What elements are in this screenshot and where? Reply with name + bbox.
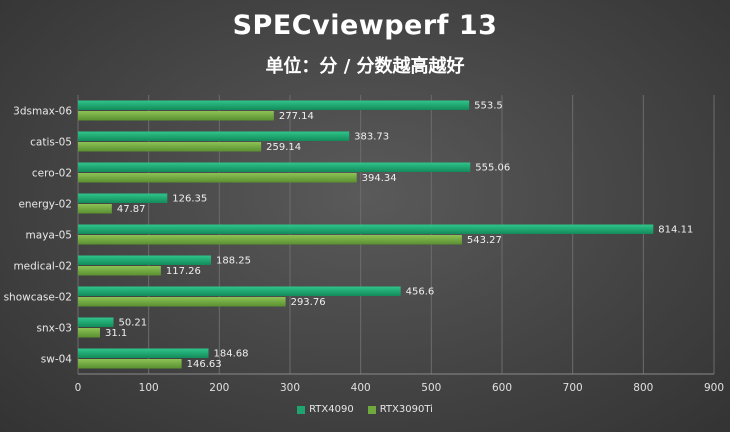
bar-rtx4090-energy-02 [78,193,168,203]
category-label-medical-02: medical-02 [13,261,72,273]
value-label-rtx3090ti-maya-05: 543.27 [467,235,502,246]
bar-rtx3090ti-energy-02 [78,204,112,214]
legend-label-rtx3090ti: RTX3090Ti [379,404,433,415]
value-label-rtx4090-3dsmax-06: 553.5 [474,101,503,112]
value-label-rtx4090-cero-02: 555.06 [475,163,510,174]
legend-label-rtx4090: RTX4090 [309,404,354,415]
value-label-rtx4090-sw-04: 184.68 [214,349,249,360]
category-label-energy-02: energy-02 [18,199,72,211]
legend-swatch-rtx4090 [297,405,306,414]
value-label-rtx4090-snx-03: 50.21 [118,318,147,329]
value-label-rtx3090ti-energy-02: 47.87 [117,204,146,215]
bar-rtx3090ti-maya-05 [78,235,462,245]
bar-rtx3090ti-catis-05 [78,142,262,152]
bar-rtx4090-cero-02 [78,162,471,172]
value-label-rtx3090ti-snx-03: 31.1 [105,328,127,339]
value-label-rtx4090-catis-05: 383.73 [354,132,389,143]
category-label-3dsmax-06: 3dsmax-06 [13,106,72,118]
legend-item-rtx4090: RTX4090 [297,404,354,415]
value-label-rtx4090-showcase-02: 456.6 [406,287,435,298]
x-tick-label-700: 700 [563,382,583,394]
category-label-sw-04: sw-04 [41,354,73,366]
x-tick-label-100: 100 [139,382,159,394]
category-label-snx-03: snx-03 [37,323,73,335]
value-label-rtx3090ti-catis-05: 259.14 [266,142,301,153]
category-label-catis-05: catis-05 [30,137,72,149]
bar-rtx4090-maya-05 [78,224,654,234]
value-label-rtx3090ti-showcase-02: 293.76 [291,297,326,308]
x-tick-label-900: 900 [704,382,724,394]
bar-rtx3090ti-cero-02 [78,173,357,183]
value-label-rtx3090ti-medical-02: 117.26 [166,266,201,277]
bar-rtx4090-3dsmax-06 [78,100,470,110]
bar-rtx3090ti-3dsmax-06 [78,111,274,121]
bar-rtx4090-medical-02 [78,255,212,265]
x-tick-label-300: 300 [280,382,300,394]
bar-rtx3090ti-sw-04 [78,359,182,369]
legend-item-rtx3090ti: RTX3090Ti [367,404,433,415]
x-tick-label-200: 200 [209,382,229,394]
category-label-maya-05: maya-05 [26,230,72,242]
x-tick-label-600: 600 [492,382,512,394]
legend-swatch-rtx3090ti [367,405,376,414]
bar-rtx4090-sw-04 [78,348,209,358]
x-tick-label-400: 400 [351,382,371,394]
bar-rtx4090-snx-03 [78,317,114,327]
bar-rtx3090ti-medical-02 [78,266,161,276]
value-label-rtx3090ti-sw-04: 146.63 [187,359,222,370]
legend: RTX4090 RTX3090Ti [0,404,730,415]
x-tick-label-0: 0 [75,382,82,394]
value-label-rtx4090-maya-05: 814.11 [658,225,693,236]
value-label-rtx4090-medical-02: 188.25 [216,256,251,267]
bar-rtx4090-showcase-02 [78,286,401,296]
x-tick-label-500: 500 [421,382,441,394]
value-label-rtx4090-energy-02: 126.35 [172,194,207,205]
chart-title: SPECviewperf 13 [232,10,498,41]
value-label-rtx3090ti-cero-02: 394.34 [362,173,397,184]
bar-rtx3090ti-snx-03 [78,328,100,338]
category-label-cero-02: cero-02 [32,168,72,180]
x-tick-label-800: 800 [633,382,653,394]
bar-rtx3090ti-showcase-02 [78,297,286,307]
category-label-showcase-02: showcase-02 [4,292,72,304]
chart-subtitle: 单位：分 / 分数越高越好 [265,56,465,77]
value-label-rtx3090ti-3dsmax-06: 277.14 [279,111,314,122]
bar-rtx4090-catis-05 [78,131,350,141]
